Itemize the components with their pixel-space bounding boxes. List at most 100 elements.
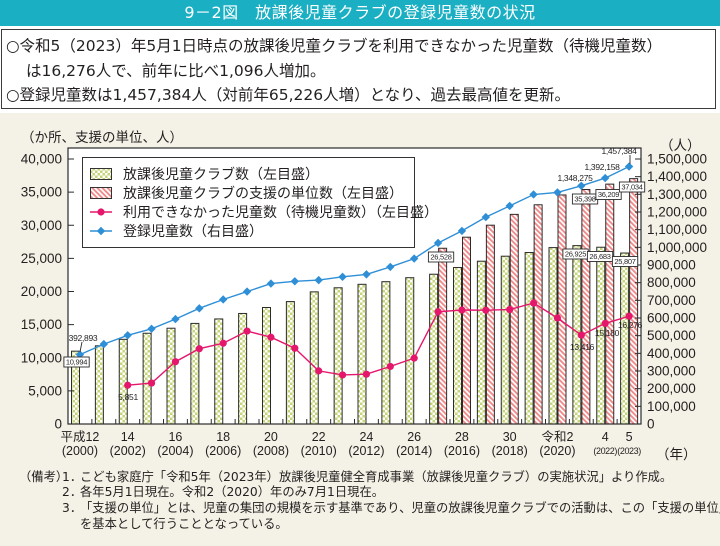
data-label: 25,807 [611, 256, 639, 267]
waiting-children-point [386, 362, 394, 371]
club-count-bar [285, 301, 295, 425]
data-label-box [611, 256, 639, 267]
support-unit-bar [533, 204, 543, 425]
registered-children-point [123, 331, 132, 340]
data-label-text: 15,180 [595, 328, 620, 338]
right-y-tick-label: 200,000 [647, 381, 696, 396]
legend-item-waiting-children: 利用できなかった児童数（待機児童数）（左目盛） [90, 203, 438, 221]
x-tick-label-year: (2002) [110, 444, 146, 458]
right-y-tick-label: 1,500,000 [647, 152, 707, 167]
summary-line-waiting-children-cont: は16,276人で、前年に比べ1,096人増加。 [26, 62, 326, 80]
waiting-children-point [506, 305, 514, 314]
data-label-text: 1,348,275 [557, 173, 593, 183]
waiting-children-point [195, 345, 203, 353]
data-label: 26,528 [427, 251, 455, 263]
right-axis-title: （人） [660, 138, 701, 154]
registered-children-point [553, 188, 562, 197]
right-y-tick-label: 900,000 [647, 258, 696, 273]
data-label-text: 26,528 [430, 253, 451, 262]
right-y-tick-label: 1,000,000 [647, 240, 707, 255]
registered-children-point [577, 181, 586, 191]
data-label: 1,392,158 [584, 162, 620, 172]
waiting-children-point [482, 306, 490, 314]
right-y-tick-label: 300,000 [647, 364, 696, 379]
data-label: 37,034 [618, 181, 646, 193]
data-label-text: 37,034 [621, 183, 642, 192]
data-label-text: 392,893 [69, 333, 98, 343]
data-label: 26,683 [586, 251, 614, 262]
x-tick-label-era: 24 [359, 430, 373, 444]
registered-children-point [171, 314, 180, 324]
left-y-tick-label: 25,000 [21, 251, 62, 266]
data-label-text: 36,209 [598, 190, 619, 199]
support-unit-bar [605, 183, 615, 425]
waiting-children-point [625, 312, 633, 320]
waiting-children-point [529, 299, 538, 307]
club-count-bar [357, 283, 367, 425]
right-y-tick-label: 600,000 [647, 311, 696, 326]
x-tick-label-year: (2000) [62, 444, 98, 458]
left-y-tick-label: 0 [54, 417, 62, 432]
note-text: を基本として行うこととなっている。 [80, 517, 288, 531]
club-count-bar [118, 338, 128, 425]
club-count-bar [524, 252, 534, 425]
registered-children-point [409, 254, 419, 263]
data-label-leader-line [79, 341, 83, 353]
data-label: 5,851 [118, 392, 139, 402]
legend-item-club-count: 放課後児童クラブ数（左目盛） [90, 165, 319, 183]
figure-header: 9－2図 放課後児童クラブの登録児童数の状況 [0, 0, 720, 26]
legend-item-registered-children: 登録児童数（右目盛） [90, 222, 263, 240]
data-label: 16,276 [618, 320, 643, 330]
waiting-children-point [458, 306, 466, 314]
data-label: 392,893 [69, 333, 98, 353]
axes-layer: 0 5,000 10,000 15,000 20,000 25,000 30,000 35,0… [21, 147, 707, 458]
waiting-children-point [124, 381, 132, 389]
bar-series-2 [438, 178, 639, 425]
right-y-tick-label: 1,400,000 [647, 169, 707, 184]
club-count-bar [94, 345, 104, 425]
x-tick-label-era: 20 [264, 430, 278, 444]
line-series-4 [75, 162, 634, 359]
data-label-text: 26,925 [565, 250, 586, 259]
circle-line-marker-icon [90, 208, 112, 216]
data-label: 36,209 [595, 189, 622, 200]
registered-children-point [290, 277, 300, 286]
data-label: 1,457,384 [601, 146, 637, 164]
x-tick-label-year: (2022) [593, 446, 617, 456]
stripe-swatch-icon [90, 187, 112, 199]
registered-children-point [386, 262, 395, 272]
x-tick-label-year: (2010) [301, 444, 337, 458]
legend-label-support-units: 放課後児童クラブの支援の単位数（左目盛） [123, 186, 403, 202]
registered-children-point [242, 287, 252, 296]
club-count-bar [405, 277, 415, 425]
waiting-children-line [127, 302, 630, 386]
right-y-tick-label: 400,000 [647, 346, 696, 361]
right-y-tick-label: 800,000 [647, 275, 696, 290]
left-y-tick-label: 10,000 [21, 350, 62, 365]
line-series-3 [124, 299, 633, 389]
registered-children-point [481, 212, 491, 222]
waiting-children-point [434, 308, 442, 316]
club-count-bar [476, 260, 486, 425]
legend-label-club-count: 放課後児童クラブ数（左目盛） [123, 167, 319, 183]
note-number: 2． [62, 485, 83, 499]
x-tick-label-era: 4 [602, 430, 609, 444]
registered-children-point [433, 238, 443, 248]
data-label-text: 5,851 [118, 392, 138, 402]
support-unit-bar [438, 247, 448, 425]
data-label-text: 1,392,158 [584, 162, 620, 172]
x-tick-label-era: 16 [168, 430, 182, 444]
x-tick-label-year: (2008) [253, 444, 289, 458]
support-unit-bar [485, 224, 495, 425]
x-tick-label-year: (2012) [348, 444, 384, 458]
registered-children-point [218, 295, 228, 304]
club-count-bar [548, 247, 558, 425]
left-y-tick-label: 20,000 [21, 284, 62, 299]
x-tick-label-year: (2016) [444, 444, 480, 458]
club-count-bar [429, 273, 439, 425]
x-tick-label-era: 26 [407, 430, 421, 444]
club-count-bar [620, 252, 630, 425]
waiting-children-point [291, 344, 299, 352]
summary-line-registered-children: ○登録児童数は1,457,384人（対前年65,226人増）となり、過去最高値を… [6, 86, 571, 104]
